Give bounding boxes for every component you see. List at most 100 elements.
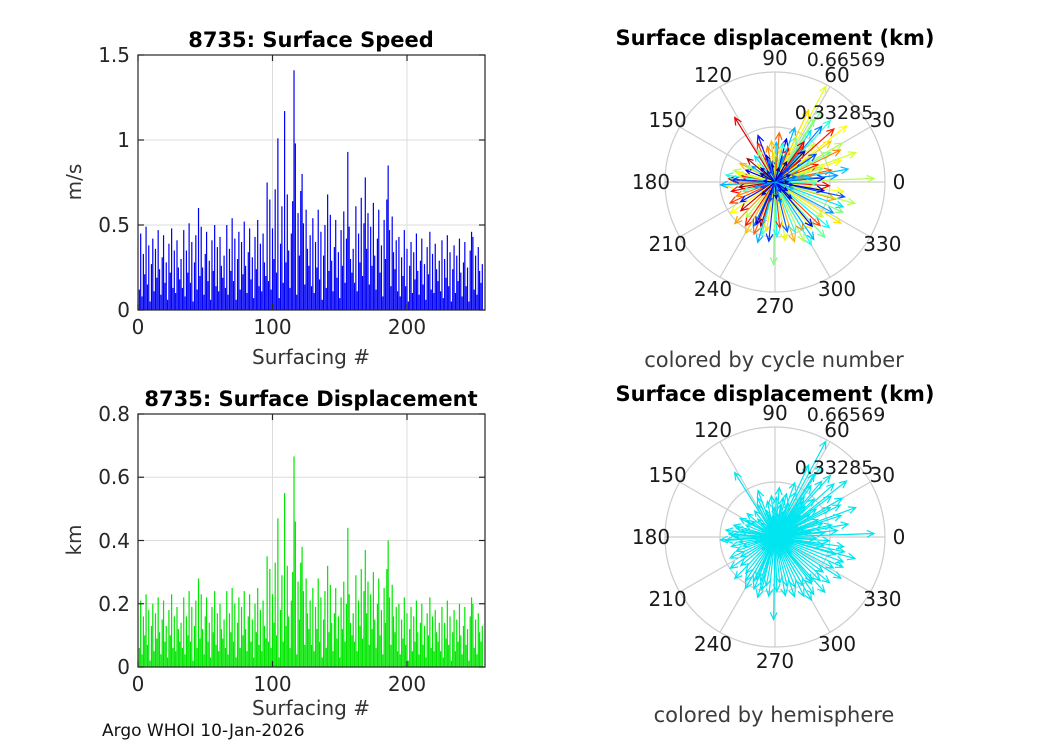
bar: [476, 294, 478, 310]
bar: [239, 289, 241, 310]
bar: [175, 293, 177, 310]
bar: [387, 540, 389, 667]
bar: [141, 654, 143, 667]
bar: [212, 632, 214, 667]
bar: [323, 619, 325, 667]
bar: [415, 233, 418, 310]
bar: [382, 296, 384, 310]
bar: [277, 138, 279, 310]
polar-radius-label: 0.66569: [806, 404, 886, 426]
quiver-arrow: [774, 536, 845, 568]
polar-angle-label: 120: [693, 62, 733, 87]
bar: [440, 291, 442, 310]
bar: [300, 562, 302, 667]
bar: [301, 174, 303, 310]
bar: [355, 575, 357, 667]
bar: [332, 291, 334, 310]
bar: [345, 603, 348, 667]
bar: [238, 597, 240, 667]
quiver-arrow: [739, 536, 776, 567]
polar-radius-label: 0.33285: [794, 102, 874, 124]
bar: [476, 654, 478, 667]
bar: [329, 584, 331, 667]
polar-angle-label: 90: [762, 46, 788, 70]
bar: [152, 238, 154, 310]
bar: [286, 194, 288, 310]
bar: [313, 651, 315, 667]
quiver-arrow: [759, 172, 776, 183]
bar: [153, 291, 155, 310]
quiver-arrow: [774, 181, 795, 190]
bar: [392, 616, 395, 667]
bar: [265, 276, 267, 310]
bar: [215, 286, 217, 310]
bar: [367, 213, 369, 310]
bar: [335, 587, 337, 667]
bar: [352, 248, 354, 310]
bar: [391, 216, 393, 310]
bar: [310, 644, 313, 667]
polar-angle-label: 180: [631, 170, 671, 194]
bar: [427, 274, 430, 310]
bar: [210, 299, 212, 310]
bar: [231, 218, 233, 310]
quiver-arrow: [774, 463, 823, 538]
bar: [446, 235, 448, 310]
polar-spoke: [719, 86, 776, 183]
bar: [203, 654, 205, 667]
quiver-arrow: [760, 167, 776, 183]
bar: [409, 629, 411, 667]
bar: [316, 267, 318, 310]
bar: [465, 286, 467, 310]
quiver-arrow: [774, 536, 814, 583]
bar: [430, 289, 432, 310]
bar: [433, 293, 435, 310]
bar: [434, 243, 436, 310]
quiver-arrow: [757, 148, 776, 183]
bar: [258, 644, 260, 667]
quiver-arrow: [774, 85, 827, 183]
bar: [317, 209, 319, 310]
polar-angle-label: 60: [824, 417, 850, 442]
bar: [394, 269, 396, 310]
bar: [473, 648, 475, 667]
bar: [187, 272, 189, 310]
bar: [195, 600, 197, 667]
quiver-arrow: [762, 179, 776, 184]
bar: [179, 641, 181, 667]
quiver-arrow: [774, 181, 857, 206]
bar: [227, 294, 229, 310]
bar: [360, 197, 362, 310]
bar: [162, 600, 165, 667]
bar: [462, 262, 465, 310]
displacement-chart-title: 8735: Surface Displacement: [144, 387, 478, 411]
bar: [183, 597, 185, 667]
bar: [302, 591, 305, 667]
bar: [138, 289, 140, 310]
bar: [384, 259, 387, 310]
bar: [263, 262, 266, 310]
bar: [235, 299, 237, 310]
speed-chart-title: 8735: Surface Speed: [188, 28, 434, 52]
bar: [193, 262, 196, 310]
bar: [289, 648, 291, 667]
bar: [144, 635, 146, 668]
bar: [413, 616, 415, 667]
y-tick-label: 1: [117, 128, 130, 152]
bar: [279, 610, 282, 667]
quiver-arrow: [774, 127, 835, 183]
bar: [421, 238, 423, 310]
bar: [269, 568, 271, 667]
bar: [356, 291, 358, 310]
bar: [456, 255, 458, 310]
quiver-arrow: [761, 181, 776, 196]
quiver-arrow: [767, 158, 776, 183]
bar: [325, 648, 327, 667]
bar: [171, 594, 173, 667]
bar: [452, 269, 454, 310]
bar: [253, 298, 255, 310]
bar: [255, 269, 257, 310]
bar: [371, 629, 373, 667]
bar: [270, 289, 272, 310]
bar: [146, 284, 149, 310]
